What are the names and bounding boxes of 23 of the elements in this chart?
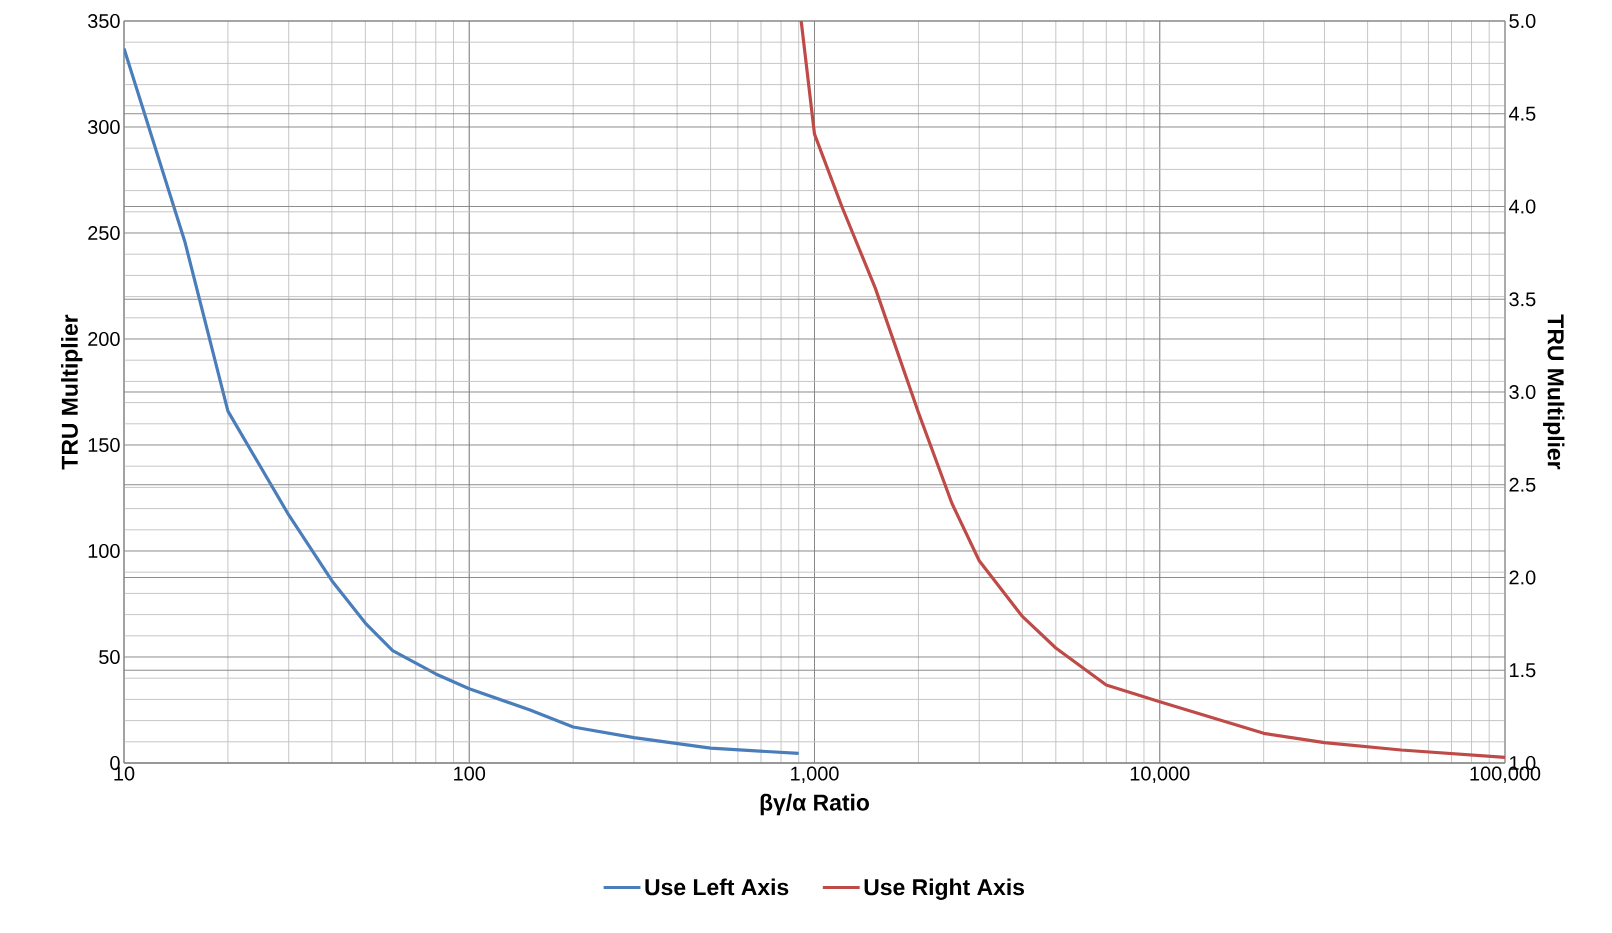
legend-label: Use Left Axis — [645, 878, 789, 896]
y-tick-label: 150 — [88, 437, 120, 453]
y-tick-label: 250 — [88, 225, 120, 241]
x-tick-label: 100 — [454, 766, 486, 781]
y2-tick-label: 1.5 — [1510, 663, 1536, 678]
y2-axis-title: TRU Multiplier — [1543, 314, 1565, 470]
y-tick-label: 200 — [88, 331, 120, 347]
y-axis-title: TRU Multiplier — [61, 314, 83, 470]
y-tick-label: 350 — [88, 13, 120, 29]
x-tick-label: 1,000 — [791, 766, 839, 783]
x-tick-label: 10,000 — [1130, 766, 1190, 783]
y2-tick-label: 3.0 — [1509, 384, 1536, 400]
x-axis-title: βγ/α Ratio — [760, 793, 870, 816]
y-tick-label: 100 — [88, 543, 120, 559]
y-tick-label: 300 — [88, 119, 120, 135]
y2-tick-label: 2.0 — [1509, 570, 1536, 585]
legend-label: Use Right Axis — [864, 878, 1025, 900]
y2-tick-label: 2.5 — [1509, 477, 1536, 492]
y2-tick-label: 4.5 — [1508, 106, 1536, 121]
y2-tick-label: 5.0 — [1509, 13, 1536, 29]
y2-tick-label: 3.5 — [1509, 292, 1536, 307]
y2-tick-label: 4.0 — [1508, 199, 1536, 214]
y-tick-label: 50 — [99, 649, 120, 665]
